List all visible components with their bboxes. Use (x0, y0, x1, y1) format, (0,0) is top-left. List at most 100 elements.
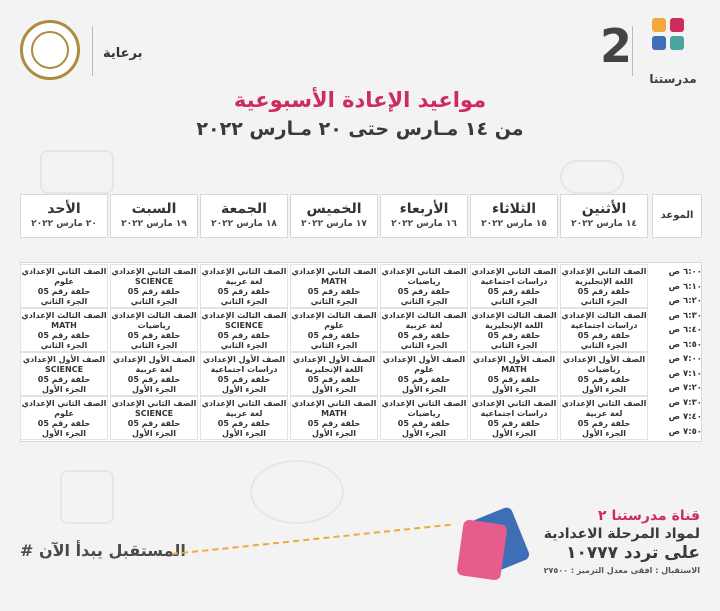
cell-line: حلقة رقم 05 (37, 331, 91, 340)
schedule-cell: الصف الثاني الإعدادي لغة عربية حلقة رقم 05… (200, 396, 288, 440)
day-date: ١٨ مارس ٢٠٢٢ (211, 219, 277, 229)
decorative-dashed-line (171, 523, 451, 555)
cell-line: الصف الثالث الإعدادي (21, 311, 107, 320)
cell-line: الصف الثالث الإعدادي (561, 311, 647, 320)
cell-line: MATH (321, 277, 347, 286)
cell-line: الجزء الثاني (400, 341, 448, 350)
cell-line: SCIENCE (44, 365, 84, 374)
logo-block (670, 36, 684, 50)
day-date: ١٥ مارس ٢٠٢٢ (481, 219, 547, 229)
background-doodle (250, 460, 344, 524)
cell-line: الصف الثاني الإعدادي (561, 267, 647, 276)
schedule-cell: الصف الأول الإعدادي MATH حلقة رقم 05 الجزء … (470, 352, 558, 396)
cell-line: الصف الثاني الإعدادي (471, 399, 557, 408)
cell-line: حلقة رقم 05 (217, 287, 271, 296)
day-date: ١٩ مارس ٢٠٢٢ (121, 219, 187, 229)
schedule-cell: الصف الثاني الإعدادي دراسات اجتماعية حلقة … (470, 264, 558, 308)
cell-line: الصف الثاني الإعدادي (111, 399, 197, 408)
schedule-cell: الصف الثاني الإعدادي دراسات اجتماعية حلقة … (470, 396, 558, 440)
day-name: الأثنين (581, 201, 627, 217)
day-name: السبت (131, 201, 177, 217)
schedule-cell: الصف الثاني الإعدادي MATH حلقة رقم 05 الجزء… (290, 264, 378, 308)
cell-line: حلقة رقم 05 (577, 375, 631, 384)
ministry-seal-icon (20, 20, 80, 80)
cell-line: الصف الثالث الإعدادي (381, 311, 467, 320)
time-slot: ٦:٣٠ ص (668, 310, 702, 321)
channel-name: مدرستنا (649, 72, 697, 86)
header-divider (92, 26, 93, 76)
schedule-cell: الصف الثاني الإعدادي علوم حلقة رقم 05 الجزء… (20, 396, 108, 440)
cell-line: الصف الأول الإعدادي (112, 355, 196, 364)
cell-line: الصف الثاني الإعدادي (21, 267, 107, 276)
cell-line: حلقة رقم 05 (127, 331, 181, 340)
cell-line: الجزء الثاني (310, 341, 358, 350)
schedule-cell: الصف الأول الإعدادي دراسات اجتماعية حلقة ر… (200, 352, 288, 396)
cell-line: الصف الثالث الإعدادي (111, 311, 197, 320)
cell-line: حلقة رقم 05 (397, 419, 451, 428)
cell-line: حلقة رقم 05 (127, 375, 181, 384)
cell-line: الجزء الثاني (490, 341, 538, 350)
cell-line: حلقة رقم 05 (37, 375, 91, 384)
cell-line: الجزء الأول (402, 429, 446, 438)
cell-line: حلقة رقم 05 (217, 375, 271, 384)
cell-line: رياضيات (407, 277, 441, 286)
footer-frequency-line: على تردد ١٠٧٧٧ (566, 543, 700, 563)
schedule-cell: الصف الأول الإعدادي اللغة الإنجليزية حلقة … (290, 352, 378, 396)
day-header: الخميس ١٧ مارس ٢٠٢٢ (290, 194, 378, 238)
schedule-cell: الصف الأول الإعدادي رياضيات حلقة رقم 05 الج… (560, 352, 648, 396)
cell-line: الجزء الأول (582, 429, 626, 438)
cell-line: اللغة الإنجليزية (305, 365, 363, 374)
cell-line: الصف الثاني الإعدادي (381, 399, 467, 408)
cell-line: الصف الأول الإعدادي (202, 355, 286, 364)
day-date: ١٤ مارس ٢٠٢٢ (571, 219, 637, 229)
cell-line: الجزء الأول (42, 429, 86, 438)
schedule-cell: الصف الثاني الإعدادي لغة عربية حلقة رقم 05… (200, 264, 288, 308)
cell-line: SCIENCE (134, 277, 174, 286)
time-slot: ٧:٠٠ ص (668, 354, 702, 364)
background-doodle (40, 150, 114, 194)
time-slot: ٦:٤٠ ص (668, 325, 702, 335)
cell-line: دراسات اجتماعية (480, 277, 548, 286)
time-slot: ٧:٥٠ ص (668, 426, 702, 437)
cell-line: علوم (54, 277, 74, 286)
footer-channel-line: قناة مدرستنا ٢ (598, 508, 700, 524)
cell-line: الجزء الثاني (130, 297, 178, 306)
cell-line: الصف الثاني الإعدادي (471, 267, 557, 276)
cell-line: حلقة رقم 05 (307, 375, 361, 384)
schedule-cell: الصف الثالث الإعدادي رياضيات حلقة رقم 05 ال… (110, 308, 198, 352)
cell-line: حلقة رقم 05 (307, 331, 361, 340)
cell-line: الجزء الأول (222, 385, 266, 394)
day-header: الأربعاء ١٦ مارس ٢٠٢٢ (380, 194, 468, 238)
cell-line: حلقة رقم 05 (487, 375, 541, 384)
cell-line: اللغة الإنجليزية (485, 321, 543, 330)
cell-line: حلقة رقم 05 (487, 331, 541, 340)
cell-line: رياضيات (407, 409, 441, 418)
cell-line: دراسات اجتماعية (480, 409, 548, 418)
cell-line: الصف الأول الإعدادي (22, 355, 106, 364)
cell-line: MATH (501, 365, 527, 374)
cell-line: حلقة رقم 05 (397, 331, 451, 340)
schedule-cell: الصف الثاني الإعدادي اللغة الإنجليزية حلقة… (560, 264, 648, 308)
schedule-cell: الصف الثاني الإعدادي SCIENCE حلقة رقم 05 ال… (110, 264, 198, 308)
header-divider (632, 26, 633, 76)
day-date: ١٦ مارس ٢٠٢٢ (391, 219, 457, 229)
madrasatona-logo: مدرستنا (646, 18, 700, 86)
cell-line: حلقة رقم 05 (217, 331, 271, 340)
schedule-cell: الصف الثاني الإعدادي SCIENCE حلقة رقم 05 ال… (110, 396, 198, 440)
cell-line: الجزء الثاني (40, 297, 88, 306)
time-slot: ٧:٣٠ ص (668, 397, 702, 408)
schedule-cell: الصف الأول الإعدادي علوم حلقة رقم 05 الجزء … (380, 352, 468, 396)
cell-line: حلقة رقم 05 (37, 419, 91, 428)
cell-line: الجزء الأول (132, 429, 176, 438)
cell-line: لغة عربية (135, 365, 173, 374)
footer-stage-line: لمواد المرحلة الاعدادية (543, 526, 700, 542)
time-column-header: الموعد (652, 194, 702, 238)
time-slot: ٧:٢٠ ص (668, 383, 702, 393)
cell-line: الصف الثاني الإعدادي (291, 399, 377, 408)
logo-block (670, 18, 684, 32)
cell-line: MATH (321, 409, 347, 418)
cell-line: دراسات اجتماعية (570, 321, 638, 330)
cell-line: الجزء الأول (312, 385, 356, 394)
cell-line: الصف الثاني الإعدادي (21, 399, 107, 408)
schedule-cell: الصف الثالث الإعدادي MATH حلقة رقم 05 الجزء… (20, 308, 108, 352)
